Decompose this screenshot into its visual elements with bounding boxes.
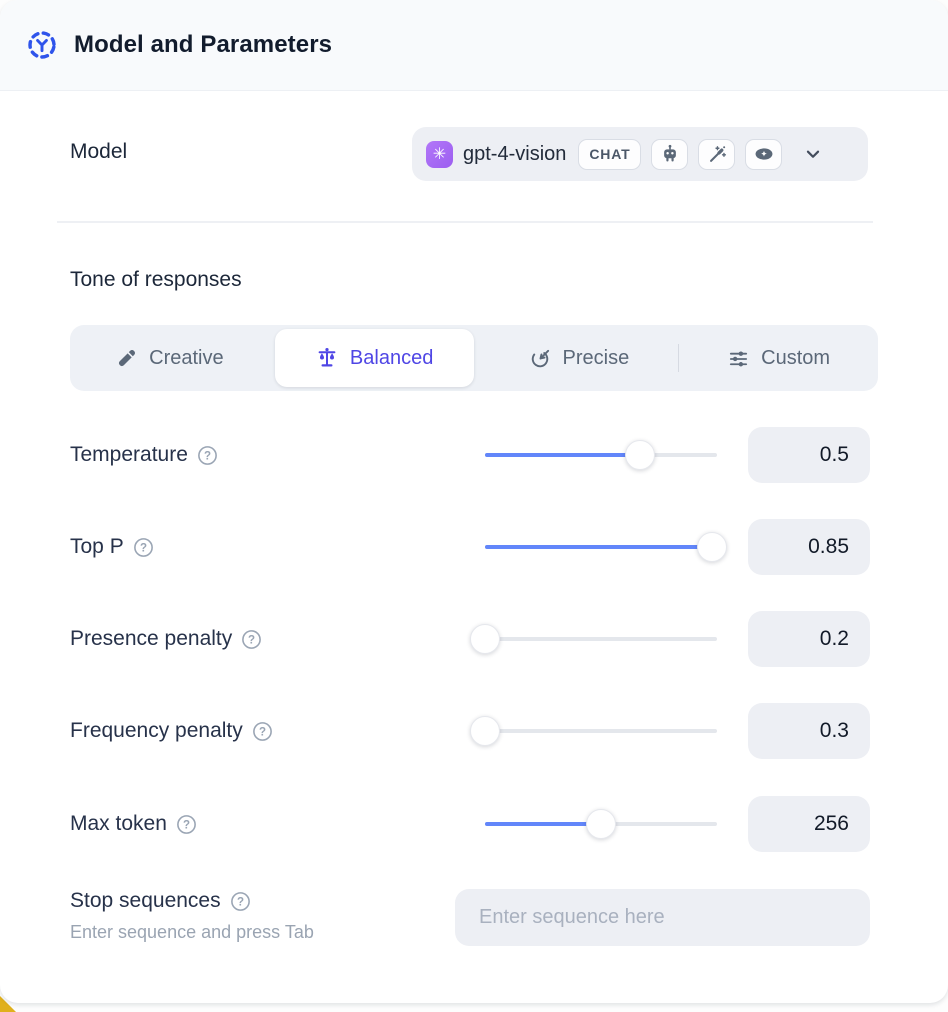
question-circle-icon[interactable]: ? bbox=[176, 814, 197, 835]
question-circle-icon[interactable]: ? bbox=[230, 891, 251, 912]
tone-option-label: Balanced bbox=[349, 346, 434, 369]
segment-divider bbox=[678, 344, 680, 372]
tone-segmented-control: Creative Balanced Precise bbox=[70, 325, 878, 391]
param-row-top-p: Top P ? 0.85 bbox=[70, 519, 870, 575]
paintbrush-icon bbox=[119, 349, 136, 366]
vision-capability-badge bbox=[745, 138, 783, 170]
question-circle-icon[interactable]: ? bbox=[133, 537, 154, 558]
slider-fill bbox=[485, 822, 601, 826]
param-row-presence-penalty: Presence penalty ? 0.2 bbox=[70, 611, 870, 667]
slider-track[interactable] bbox=[485, 637, 717, 641]
param-value: 0.3 bbox=[748, 703, 870, 759]
tone-option-label: Creative bbox=[149, 346, 224, 369]
tone-option-creative[interactable]: Creative bbox=[70, 325, 269, 391]
svg-text:?: ? bbox=[259, 726, 266, 738]
sliders-icon bbox=[730, 351, 748, 366]
param-value: 0.85 bbox=[748, 519, 870, 575]
slider-thumb[interactable] bbox=[625, 440, 656, 470]
param-label: Presence penalty bbox=[70, 627, 233, 650]
stop-sequences-row: Stop sequences ? Enter sequence and pres… bbox=[70, 889, 870, 946]
openai-logo: ✳ bbox=[426, 140, 453, 168]
slider-fill bbox=[485, 453, 641, 457]
chevron-down-icon[interactable] bbox=[802, 143, 824, 165]
slider-thumb[interactable] bbox=[470, 624, 500, 654]
tone-option-custom[interactable]: Custom bbox=[679, 325, 878, 391]
question-circle-icon[interactable]: ? bbox=[252, 721, 273, 742]
svg-text:?: ? bbox=[140, 542, 147, 554]
model-name: gpt-4-vision bbox=[463, 142, 567, 165]
param-label: Max token bbox=[70, 812, 167, 835]
param-label: Frequency penalty bbox=[70, 719, 243, 742]
question-circle-icon[interactable]: ? bbox=[241, 629, 262, 650]
chat-type-badge: CHAT bbox=[578, 138, 642, 170]
tone-option-balanced[interactable]: Balanced bbox=[274, 329, 474, 387]
param-slider[interactable] bbox=[485, 440, 717, 470]
section-divider bbox=[57, 221, 873, 223]
param-row-frequency-penalty: Frequency penalty ? 0.3 bbox=[70, 703, 870, 759]
slider-fill bbox=[485, 545, 713, 549]
slider-thumb[interactable] bbox=[697, 532, 728, 562]
slider-track[interactable] bbox=[485, 729, 717, 733]
tone-section-label: Tone of responses bbox=[70, 268, 242, 291]
panel-title: Model and Parameters bbox=[74, 31, 333, 58]
param-slider[interactable] bbox=[470, 716, 717, 746]
param-row-temperature: Temperature ? 0.5 bbox=[70, 427, 870, 483]
model-select-dropdown[interactable]: ✳ gpt-4-vision CHAT bbox=[412, 127, 868, 181]
balance-scale-icon bbox=[318, 348, 336, 367]
svg-text:?: ? bbox=[237, 896, 244, 908]
tone-option-label: Custom bbox=[761, 346, 831, 369]
slider-thumb[interactable] bbox=[586, 809, 616, 839]
param-label: Top P bbox=[70, 535, 124, 558]
slider-thumb[interactable] bbox=[470, 716, 500, 746]
vision-eye-icon bbox=[755, 148, 773, 160]
tone-option-label: Precise bbox=[562, 346, 630, 369]
tone-option-precise[interactable]: Precise bbox=[480, 325, 679, 391]
magic-wand-icon bbox=[709, 146, 727, 162]
model-hub-icon bbox=[28, 31, 56, 59]
stop-sequences-hint: Enter sequence and press Tab bbox=[70, 922, 314, 942]
panel-header: Model and Parameters bbox=[0, 0, 948, 91]
param-label: Temperature bbox=[70, 443, 188, 466]
robot-icon bbox=[664, 144, 676, 162]
stop-sequences-label: Stop sequences bbox=[70, 889, 221, 912]
svg-text:?: ? bbox=[183, 819, 190, 831]
param-slider[interactable] bbox=[470, 624, 717, 654]
param-row-max-token: Max token ? 256 bbox=[70, 796, 870, 852]
model-label: Model bbox=[70, 140, 128, 163]
stop-sequence-input[interactable] bbox=[455, 889, 870, 946]
param-slider[interactable] bbox=[485, 809, 717, 839]
robot-capability-badge bbox=[651, 138, 689, 170]
target-arrow-icon bbox=[531, 349, 549, 367]
question-circle-icon[interactable]: ? bbox=[197, 445, 218, 466]
param-slider[interactable] bbox=[485, 532, 728, 562]
param-value: 0.5 bbox=[748, 427, 870, 483]
svg-text:?: ? bbox=[204, 450, 211, 462]
svg-text:?: ? bbox=[248, 634, 255, 646]
magic-wand-capability-badge bbox=[698, 138, 736, 170]
param-value: 256 bbox=[748, 796, 870, 852]
param-value: 0.2 bbox=[748, 611, 870, 667]
